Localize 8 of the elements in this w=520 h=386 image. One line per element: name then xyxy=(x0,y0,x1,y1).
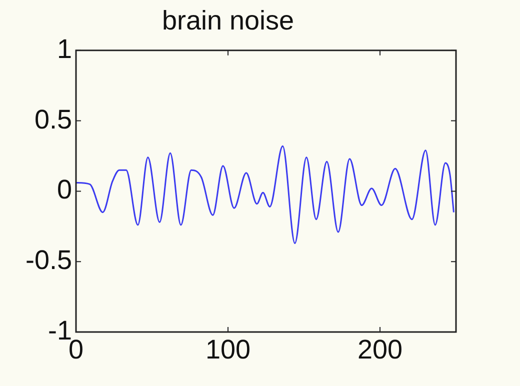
chart-title: brain noise xyxy=(162,6,294,36)
x-tick-label: 100 xyxy=(205,334,251,365)
y-tick-label: 1 xyxy=(56,34,72,64)
y-tick-label: 0 xyxy=(56,174,72,205)
y-tick-label: -0.5 xyxy=(25,245,72,276)
x-tick-label: 200 xyxy=(357,334,403,365)
line-series xyxy=(76,145,454,244)
y-tick-label: 0.5 xyxy=(34,104,72,134)
